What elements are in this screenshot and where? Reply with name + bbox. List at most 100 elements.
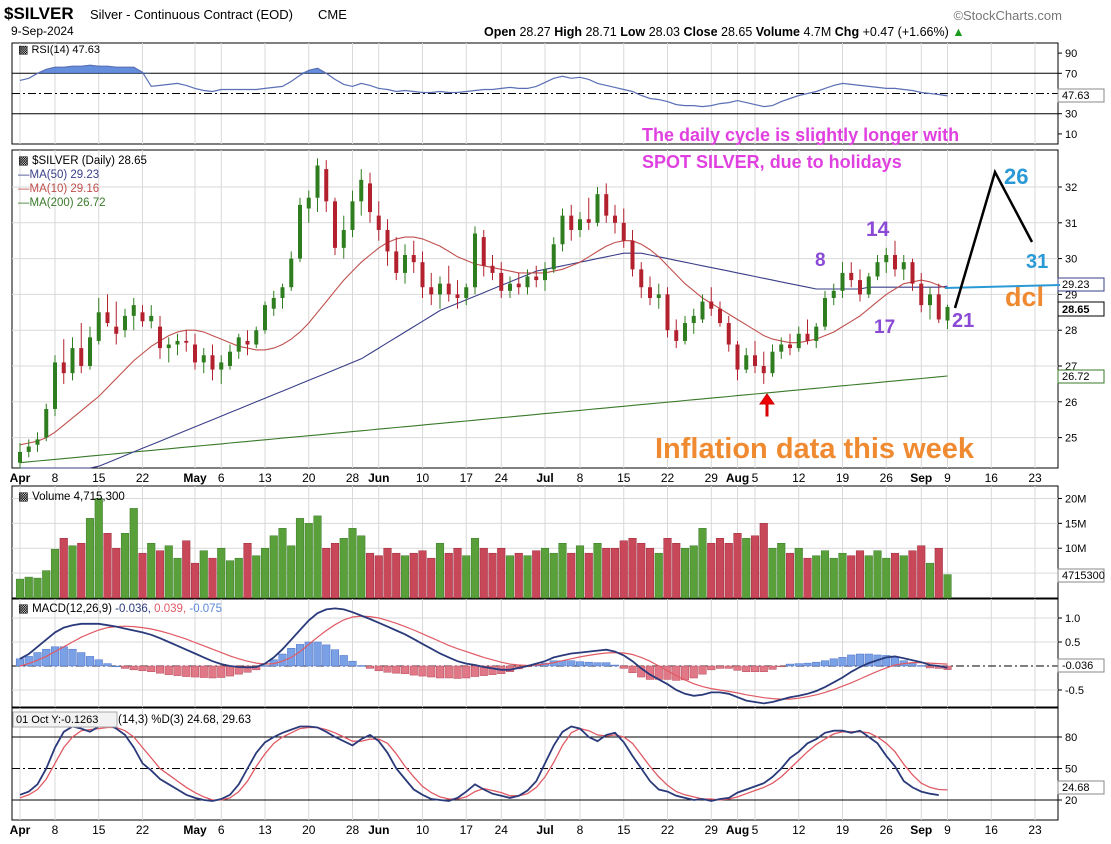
macd-histogram-bar: [567, 660, 576, 667]
price-bar: [586, 197, 591, 230]
price-bar: [595, 187, 600, 227]
price-bar: [901, 255, 906, 281]
volume-bar: [794, 547, 803, 599]
x-tick-label: 15: [617, 823, 631, 837]
volume-bar: [523, 555, 532, 599]
price-bar: [473, 226, 477, 295]
macd-histogram-bar: [260, 665, 270, 667]
macd-histogram-bar: [225, 665, 235, 677]
projected-day-26: 26: [1004, 164, 1028, 189]
ma200-legend: —MA(200) 26.72: [18, 197, 106, 209]
price-bar: [210, 344, 215, 381]
price-bar: [840, 262, 845, 298]
macd-histogram-bar: [112, 665, 121, 668]
x-tick-label: 20: [302, 471, 316, 485]
macd-histogram-bar: [768, 665, 777, 670]
volume-bar: [882, 557, 891, 599]
close-value-tag: 28.65: [1057, 301, 1105, 317]
volume-bar: [672, 542, 681, 599]
volume-bar: [698, 528, 707, 599]
price-bar: [446, 265, 451, 302]
macd-legend: ▩ MACD(12,26,9) -0.036, 0.039, -0.075: [18, 603, 222, 615]
volume-axis: 20M15M10M5M: [1058, 493, 1086, 580]
volume-bar: [365, 552, 375, 599]
macd-histogram-bar: [94, 659, 103, 667]
price-tick-label: 29: [1065, 289, 1077, 301]
macd-histogram-bar: [418, 665, 427, 677]
x-tick-label: 8: [577, 823, 584, 837]
x-tick-label: 22: [136, 471, 150, 485]
volume-bar: [847, 555, 856, 599]
volume-bar: [348, 528, 357, 599]
x-tick-label: 5: [752, 823, 759, 837]
price-tick-label: 31: [1065, 218, 1077, 230]
price-bar: [700, 294, 705, 324]
volume-bar: [785, 552, 795, 599]
volume-bar: [252, 555, 261, 599]
price-bar: [621, 208, 626, 248]
macd-histogram-bar: [882, 655, 891, 667]
dcl-level-line: [944, 284, 1061, 289]
price-bar: [875, 255, 880, 281]
macd-histogram-bar: [85, 656, 95, 667]
x-tick-label: 15: [92, 471, 106, 485]
macd-histogram-bar: [208, 665, 217, 679]
price-bar: [744, 348, 749, 374]
macd-histogram-bar: [584, 661, 593, 667]
svg-text:01 Oct Y:-0.1263: 01 Oct Y:-0.1263: [16, 714, 98, 726]
macd-histogram-bar: [129, 665, 138, 671]
price-bar: [805, 319, 810, 345]
price-bar: [866, 272, 871, 298]
x-tick-label: 29: [705, 471, 719, 485]
macd-histogram: [15, 641, 952, 681]
x-tick-label: 26: [880, 471, 894, 485]
price-bar: [368, 172, 372, 223]
volume-bar: [610, 547, 620, 599]
macd-histogram-bar: [330, 649, 340, 667]
x-tick-label: 8: [577, 471, 584, 485]
macd-histogram-bar: [488, 665, 497, 675]
price-bar: [96, 297, 101, 345]
price-bar: [788, 333, 792, 356]
ma50-value-tag: 29.23: [1057, 277, 1105, 292]
macd-histogram-bar: [575, 661, 585, 667]
price-tick-label: 28: [1065, 325, 1077, 337]
price-bar: [525, 269, 530, 295]
macd-panel: ▩ MACD(12,26,9) -0.036, 0.039, -0.075 1.…: [11, 598, 1105, 708]
volume-bar: [260, 547, 270, 599]
macd-histogram-bar: [155, 665, 165, 674]
volume-bar: [50, 548, 60, 599]
volume-bar: [742, 538, 751, 599]
x-tick-label: 9: [944, 471, 951, 485]
volume-bar: [322, 547, 331, 599]
price-bar: [403, 244, 407, 284]
volume-bar: [873, 550, 882, 599]
macd-histogram-bar: [392, 665, 401, 674]
price-bar: [61, 339, 66, 384]
ma50-legend: —MA(50) 29.23: [18, 169, 99, 181]
volume-bar: [173, 557, 182, 599]
macd-histogram-bar: [217, 665, 226, 678]
volume-bar: [707, 542, 716, 599]
volume-bar: [15, 578, 25, 599]
macd-histogram-bar: [855, 653, 865, 667]
volume-bar: [593, 542, 602, 599]
price-bar: [298, 197, 302, 263]
macd-histogram-bar: [925, 665, 935, 669]
price-panel-frame: [11, 149, 1059, 469]
volume-bar: [453, 547, 462, 599]
volume-bar: [829, 557, 838, 599]
price-bar: [490, 255, 495, 281]
price-bar: [831, 283, 836, 306]
stochastic-axis: 80 50 20: [1058, 732, 1077, 807]
stochastic-panel: 01 Oct Y:-0.1263 (14,3) %D(3) 24.68, 29.…: [11, 707, 1105, 821]
macd-histogram-bar: [689, 665, 698, 679]
exchange-label: CME: [318, 7, 347, 22]
price-tick-label: 25: [1065, 433, 1077, 445]
volume-bar: [462, 555, 471, 599]
price-bar: [718, 301, 722, 327]
volume-legend: ▩ Volume 4,715,300: [18, 491, 125, 503]
macd-histogram-bar: [785, 663, 795, 667]
macd-histogram-bar: [610, 664, 620, 667]
macd-panel-frame: [11, 598, 1059, 708]
